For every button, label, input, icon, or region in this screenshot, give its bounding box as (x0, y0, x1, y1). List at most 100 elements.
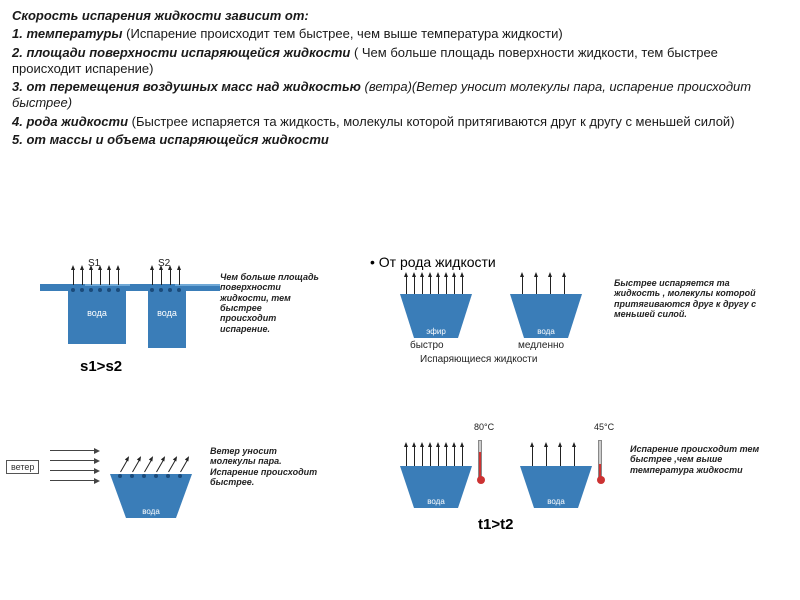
lt-title: • От рода жидкости (370, 254, 790, 270)
sa-box-1: вода (68, 286, 126, 344)
trap-ether-label: эфир (400, 327, 472, 336)
sa-arrow (161, 269, 162, 285)
thermometer-1 (478, 440, 482, 480)
wind-diag-arrow (132, 460, 140, 473)
p3: 3. от перемещения воздушных масс над жид… (12, 79, 788, 112)
sa-arrow (100, 269, 101, 285)
trap-water-label: вода (510, 327, 582, 336)
wind-trap-label: вода (110, 507, 192, 516)
lt-arrow (414, 276, 415, 294)
wind-arrow-line (50, 450, 96, 451)
molecule-dot (177, 288, 181, 292)
wind-diagram: ветер вода Ветер уносит молекулы пара. И… (0, 430, 330, 570)
temp-arrow (560, 446, 561, 466)
lt-arrow (550, 276, 551, 294)
molecule-dot (107, 288, 111, 292)
temp-arrow (414, 446, 415, 466)
p1-key: 1. температуры (12, 26, 123, 41)
diagrams-area: вода вода S1 S2 s1>s2 Чем больше площадь… (0, 260, 800, 600)
wind-arrow-line (50, 460, 96, 461)
thermometer-2 (598, 440, 602, 480)
p2: 2. площади поверхности испаряющейся жидк… (12, 45, 788, 78)
lt-sub-left: быстро (410, 340, 444, 351)
sa-caption: Чем больше площадь поверхности жидкости,… (220, 272, 320, 334)
sa-arrow (152, 269, 153, 285)
p5: 5. от массы и объема испаряющейся жидкос… (12, 132, 788, 148)
molecule-dot (71, 288, 75, 292)
temp-trap-2: вода (520, 466, 592, 508)
wind-caption: Ветер уносит молекулы пара. Испарение пр… (210, 446, 320, 487)
molecule-dot (166, 474, 170, 478)
wind-diag-arrow (168, 460, 176, 473)
lt-arrow (438, 276, 439, 294)
lt-arrow (462, 276, 463, 294)
trap-ether: эфир (400, 294, 472, 338)
p1-desc: (Испарение происходит тем быстрее, чем в… (123, 26, 563, 41)
lt-arrow (536, 276, 537, 294)
lt-arrow (422, 276, 423, 294)
p4-desc: (Быстрее испаряется та жидкость, молекул… (128, 114, 735, 129)
temp-arrow (446, 446, 447, 466)
liquid-type-diagram: • От рода жидкости эфир вода быстро медл… (370, 254, 790, 404)
temp-trap-1: вода (400, 466, 472, 508)
molecule-dot (150, 288, 154, 292)
sa-arrow (73, 269, 74, 285)
molecule-dot (159, 288, 163, 292)
sa-arrow (91, 269, 92, 285)
temp-arrow (430, 446, 431, 466)
sa-arrow (179, 269, 180, 285)
temp-arrow (574, 446, 575, 466)
lt-arrow (446, 276, 447, 294)
temp-trap2-label: вода (520, 497, 592, 506)
wind-trap: вода (110, 474, 192, 518)
wind-arrow-line (50, 480, 96, 481)
molecule-dot (142, 474, 146, 478)
temp-caption: Испарение происходит тем быстрее ,чем вы… (630, 444, 780, 475)
molecule-dot (154, 474, 158, 478)
water-surface-line (40, 286, 220, 291)
molecule-dot (98, 288, 102, 292)
lt-footer: Испаряющиеся жидкости (420, 354, 537, 365)
p2-key: 2. площади поверхности испаряющейся жидк… (12, 45, 350, 60)
lt-arrow (454, 276, 455, 294)
lt-arrow (564, 276, 565, 294)
temp-arrow (462, 446, 463, 466)
p4-key: 4. рода жидкости (12, 114, 128, 129)
heading: Скорость испарения жидкости зависит от: (12, 8, 788, 24)
temp1-label: 80°С (474, 422, 494, 432)
molecule-dot (178, 474, 182, 478)
wind-diag-arrow (156, 460, 164, 473)
sa-arrow (109, 269, 110, 285)
temp-arrow (532, 446, 533, 466)
sa-box-2: вода (148, 286, 186, 348)
wind-diag-arrow (180, 460, 188, 473)
molecule-dot (118, 474, 122, 478)
p3-key: 3. от перемещения воздушных масс над жид… (12, 79, 361, 94)
sa-arrow (82, 269, 83, 285)
sa-arrow (118, 269, 119, 285)
p1: 1. температуры (Испарение происходит тем… (12, 26, 788, 42)
surface-area-diagram: вода вода S1 S2 s1>s2 Чем больше площадь… (40, 260, 320, 410)
molecule-dot (130, 474, 134, 478)
lt-arrow (430, 276, 431, 294)
sa-inequality: s1>s2 (80, 358, 122, 375)
sa-arrow (170, 269, 171, 285)
temp-arrow (438, 446, 439, 466)
lt-caption: Быстрее испаряется та жидкость , молекул… (614, 278, 764, 319)
temp-inequality: t1>t2 (478, 516, 513, 533)
temperature-diagram: вода 80°С вода 45°С t1>t2 Испарение прои… (370, 420, 790, 570)
molecule-dot (80, 288, 84, 292)
temp-arrow (422, 446, 423, 466)
wind-diag-arrow (144, 460, 152, 473)
wind-label: ветер (6, 460, 39, 474)
temp2-label: 45°С (594, 422, 614, 432)
wind-diag-arrow (120, 460, 128, 473)
wind-arrow-line (50, 470, 96, 471)
molecule-dot (168, 288, 172, 292)
molecule-dot (116, 288, 120, 292)
lt-sub-right: медленно (518, 340, 564, 351)
temp-arrow (546, 446, 547, 466)
p4: 4. рода жидкости (Быстрее испаряется та … (12, 114, 788, 130)
lt-arrow (406, 276, 407, 294)
temp-arrow (454, 446, 455, 466)
